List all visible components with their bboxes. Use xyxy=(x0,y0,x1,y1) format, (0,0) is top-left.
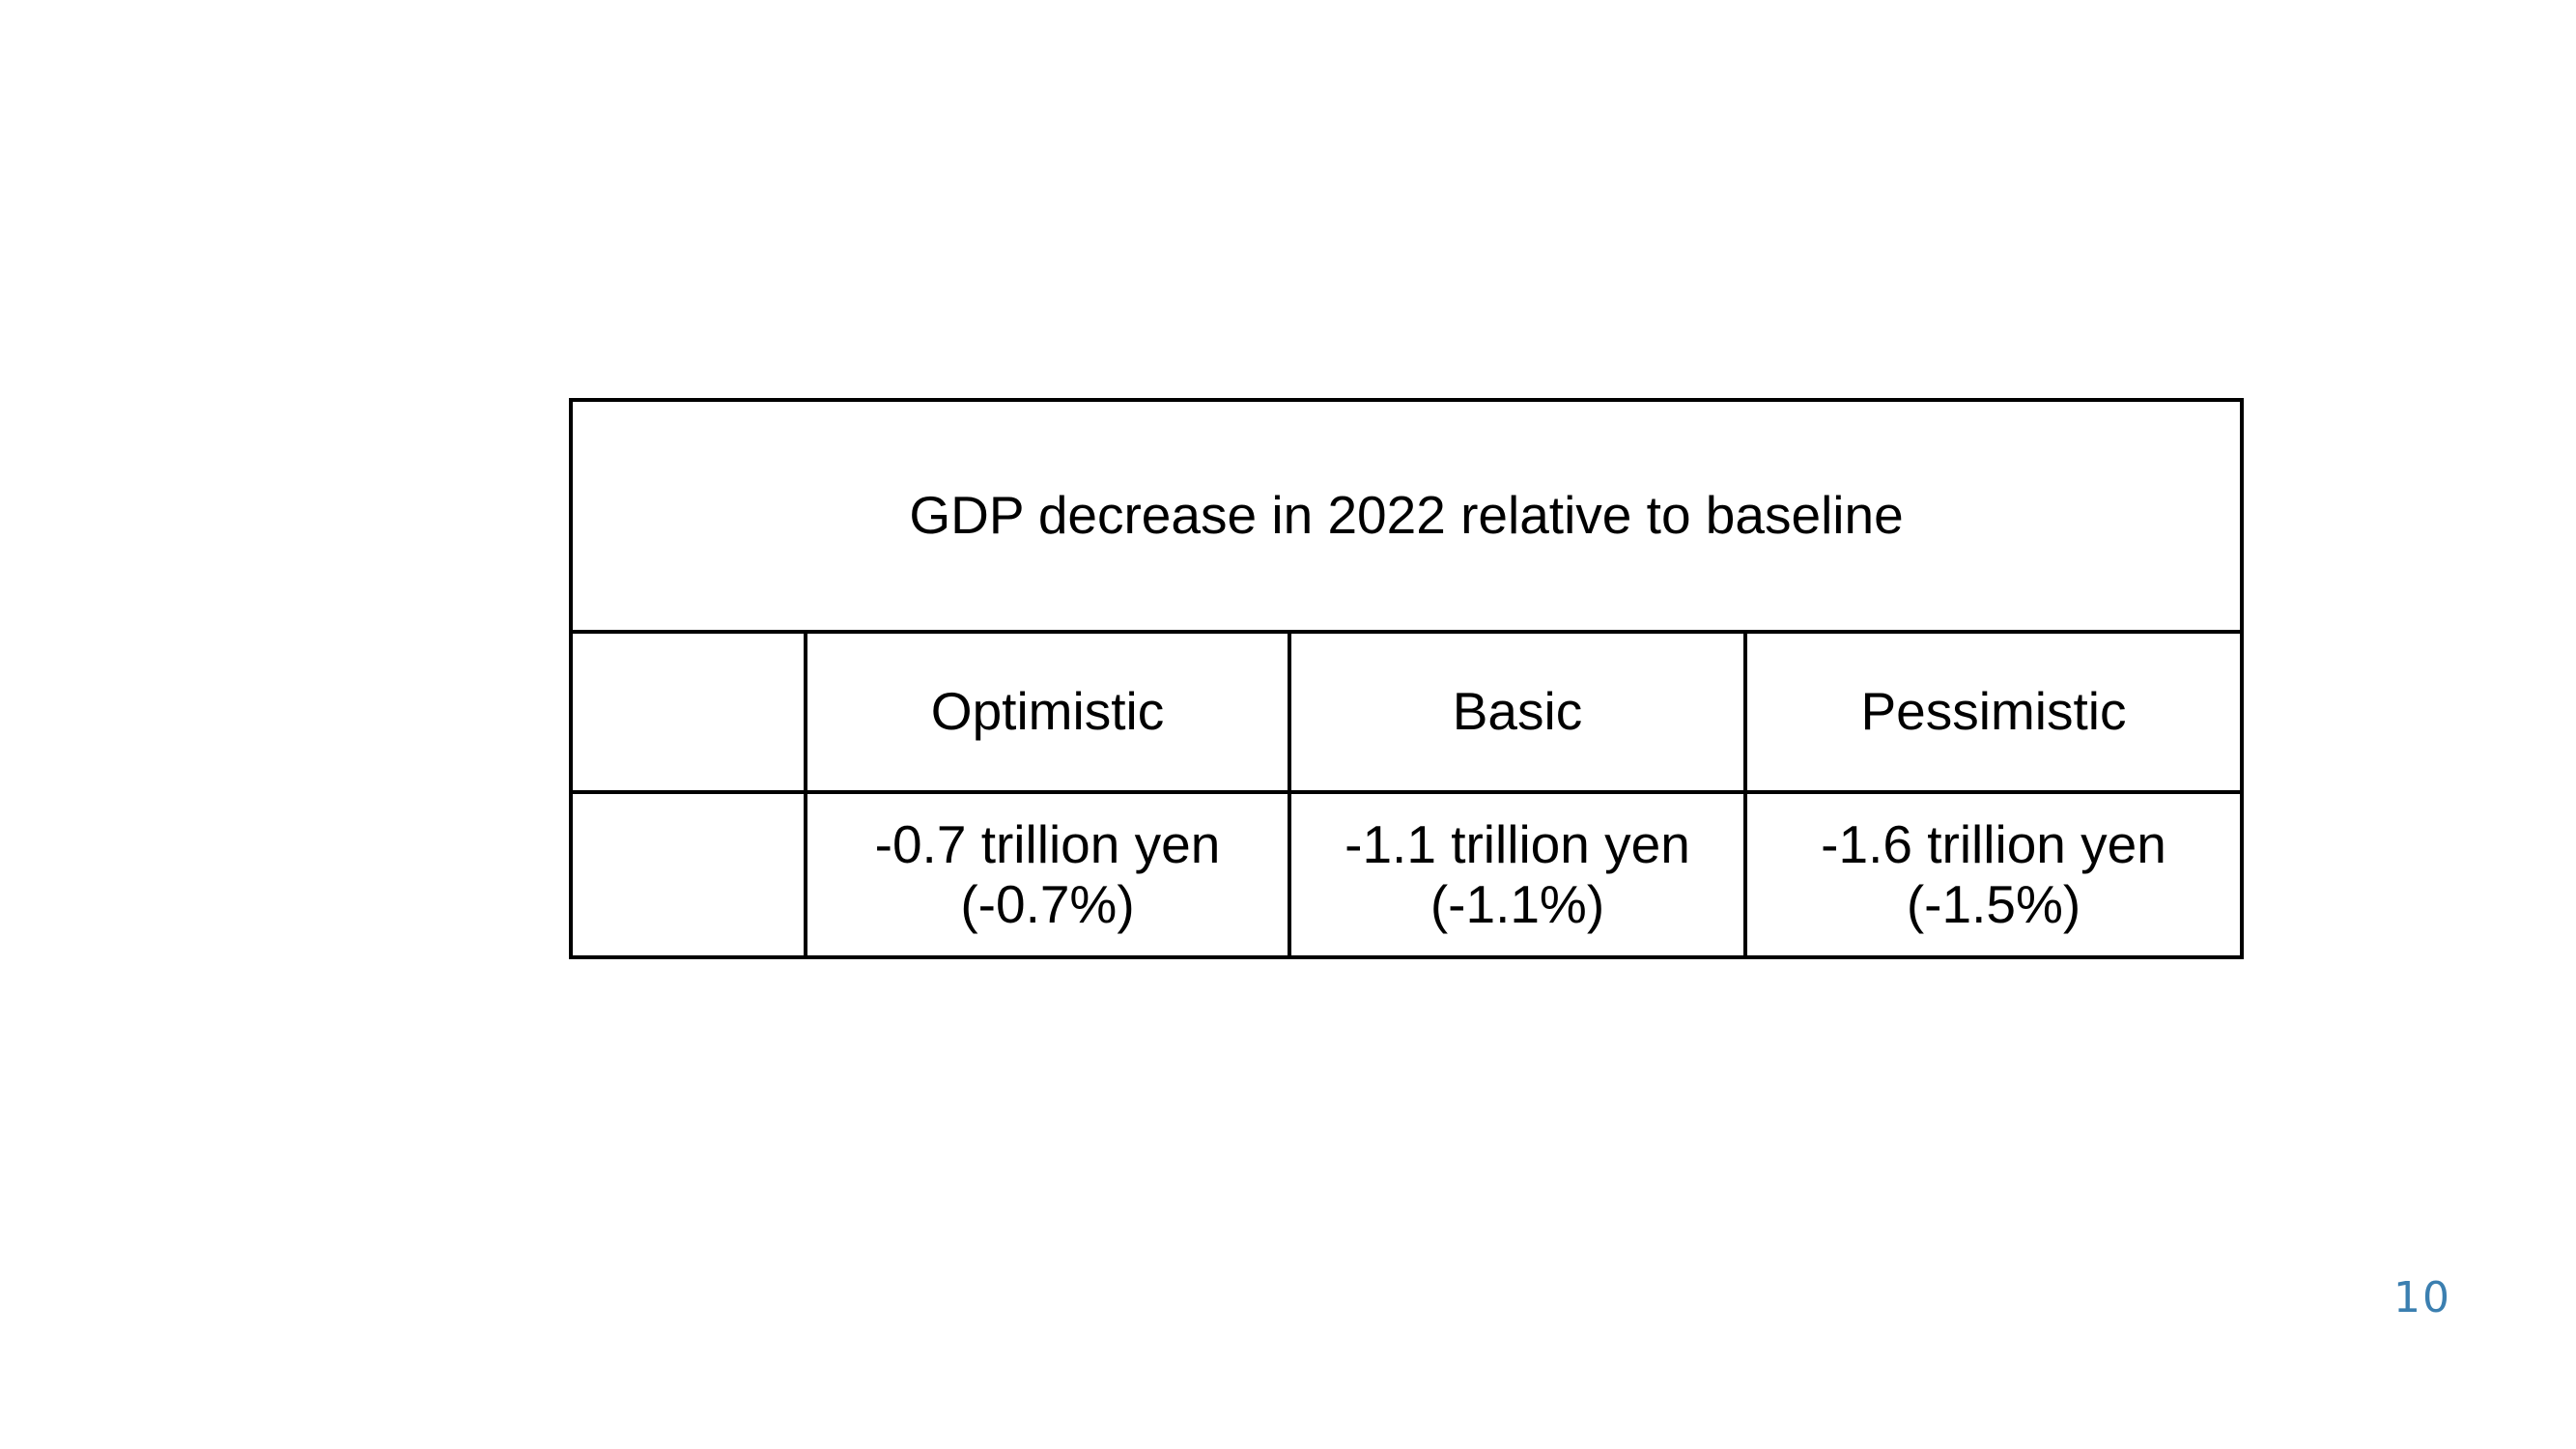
table-title: GDP decrease in 2022 relative to baselin… xyxy=(568,398,2245,634)
header-basic: Basic xyxy=(1288,630,1747,794)
table-row: -0.7 trillion yen (-0.7%) -1.1 trillion … xyxy=(569,790,2245,959)
header-optimistic: Optimistic xyxy=(804,630,1291,794)
table-header-row: Optimistic Basic Pessimistic xyxy=(569,630,2245,794)
value-optimistic-amount: -0.7 trillion yen xyxy=(874,813,1221,874)
value-optimistic: -0.7 trillion yen (-0.7%) xyxy=(804,790,1291,959)
table-title-row: GDP decrease in 2022 relative to baselin… xyxy=(568,398,2245,634)
page-number: 10 xyxy=(2393,1273,2451,1322)
value-optimistic-percent: (-0.7%) xyxy=(960,873,1135,934)
row-header-empty-top xyxy=(569,630,807,794)
value-basic-amount: -1.1 trillion yen xyxy=(1345,813,1690,874)
gdp-scenario-table: GDP decrease in 2022 relative to baselin… xyxy=(568,398,2245,959)
value-basic: -1.1 trillion yen (-1.1%) xyxy=(1288,790,1747,959)
row-header-empty-bottom xyxy=(569,790,807,959)
value-pessimistic: -1.6 trillion yen (-1.5%) xyxy=(1742,790,2245,959)
value-pessimistic-percent: (-1.5%) xyxy=(1906,873,2081,934)
header-pessimistic: Pessimistic xyxy=(1742,630,2245,794)
value-pessimistic-amount: -1.6 trillion yen xyxy=(1821,813,2166,874)
value-basic-percent: (-1.1%) xyxy=(1430,873,1605,934)
